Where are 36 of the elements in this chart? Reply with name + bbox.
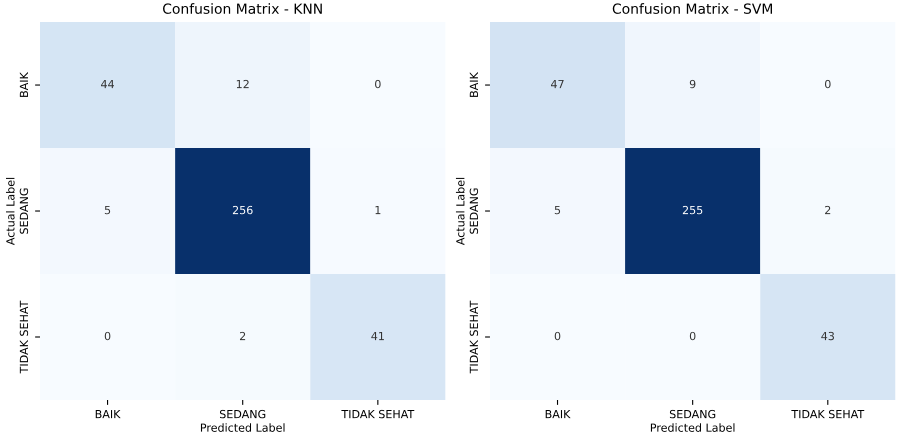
data-label: 41	[371, 332, 384, 340]
y-axis-title: Actual Label	[6, 178, 15, 246]
chart-title: Confusion Matrix - SVM	[612, 3, 772, 14]
data-label: 1	[376, 206, 380, 214]
y-tick-label: BAIK	[470, 72, 478, 97]
data-label: 5	[104, 206, 110, 214]
data-label: 12	[236, 80, 249, 88]
data-label: 2	[240, 332, 246, 340]
y-axis-title: Actual Label	[456, 178, 465, 246]
data-label: 0	[104, 332, 110, 340]
data-label: 5	[554, 206, 560, 214]
x-tick-label: BAIK	[546, 410, 571, 418]
data-label: 47	[550, 80, 564, 88]
data-label: 0	[554, 332, 560, 340]
x-tick-label: SEDANG	[220, 410, 266, 418]
y-tick-label: BAIK	[20, 72, 28, 97]
data-label: 44	[101, 80, 114, 88]
data-label: 43	[821, 332, 834, 340]
y-tick-label: SEDANG	[470, 188, 478, 234]
data-label: 9	[690, 80, 696, 88]
chart-title: Confusion Matrix - KNN	[163, 3, 322, 14]
data-label: 2	[825, 206, 830, 214]
x-axis-title: Predicted Label	[200, 423, 284, 432]
data-label: 0	[375, 80, 381, 88]
data-label: 0	[824, 80, 831, 88]
x-tick-label: SEDANG	[670, 410, 716, 418]
data-label: 255	[682, 206, 702, 214]
y-tick-label: SEDANG	[20, 188, 28, 234]
x-axis-title: Predicted Label	[650, 423, 734, 432]
y-tick-label: TIDAK SEHAT	[470, 300, 478, 374]
y-tick-label: TIDAK SEHAT	[20, 300, 28, 374]
data-label: 0	[690, 332, 696, 340]
data-label: 256	[232, 206, 253, 214]
x-tick-label: TIDAK SEHAT	[341, 410, 414, 418]
x-tick-label: TIDAK SEHAT	[791, 410, 864, 418]
x-tick-label: BAIK	[96, 410, 121, 418]
